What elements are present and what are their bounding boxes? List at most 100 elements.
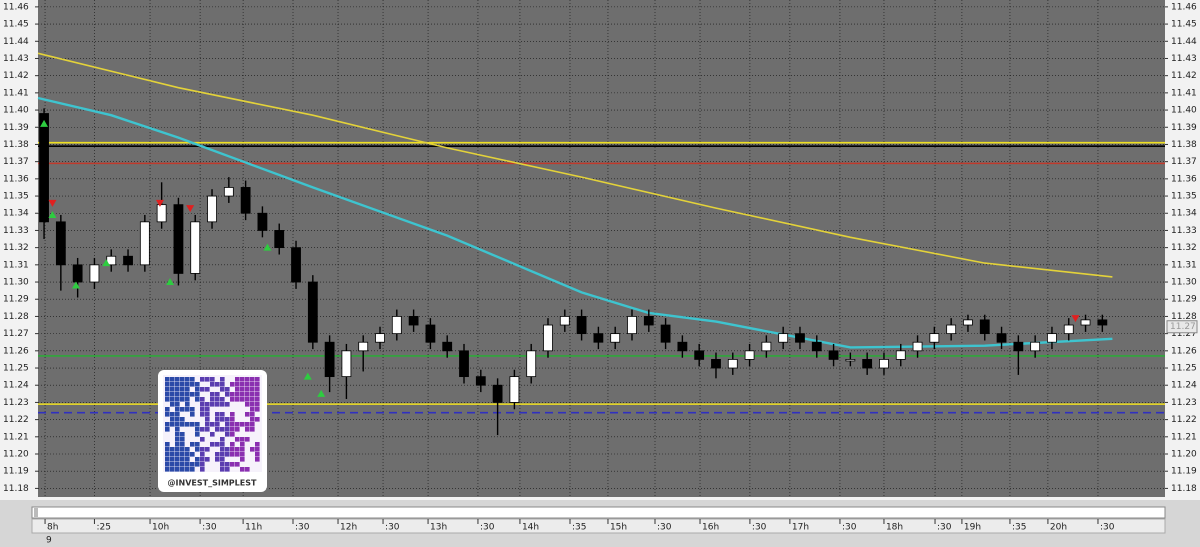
qr-cell — [165, 412, 170, 417]
qr-cell — [175, 407, 180, 412]
qr-cell — [245, 402, 250, 407]
qr-cell — [215, 442, 220, 447]
qr-cell — [250, 447, 255, 452]
watermark: @INVEST_SIMPLEST — [168, 479, 257, 488]
candle-body — [711, 359, 721, 369]
y-tick-label: 11.18 — [3, 484, 29, 494]
y-tick-label: 11.33 — [1171, 226, 1197, 236]
qr-cell — [255, 452, 260, 457]
signal-arrow — [166, 278, 175, 286]
qr-cell — [205, 402, 210, 407]
qr-cell — [255, 392, 260, 397]
qr-cell — [255, 397, 260, 402]
candle — [559, 309, 570, 332]
candle-body — [358, 341, 369, 352]
y-tick-label: 11.34 — [1171, 209, 1197, 219]
y-tick-label: 11.27 — [1171, 329, 1197, 339]
qr-cell — [235, 452, 240, 457]
qr-cell — [255, 447, 260, 452]
qr-cell — [255, 417, 260, 422]
qr-cell — [185, 467, 190, 472]
candle-body — [778, 333, 789, 343]
candle — [459, 343, 469, 384]
qr-cell — [250, 382, 255, 387]
candle-body — [1030, 341, 1041, 352]
candle-body — [845, 359, 856, 362]
qr-cell — [180, 392, 185, 397]
qr-cell — [235, 392, 240, 397]
y-tick-label: 11.35 — [3, 192, 29, 202]
qr-cell — [215, 417, 220, 422]
qr-cell — [170, 457, 175, 462]
qr-cell — [190, 412, 195, 417]
candle — [979, 314, 990, 341]
candle-body — [627, 316, 637, 335]
qr-cell — [240, 392, 245, 397]
candle — [811, 335, 822, 358]
qr-cell — [170, 447, 175, 452]
qr-cell — [195, 397, 200, 402]
qr-cell — [175, 447, 180, 452]
qr-cell — [175, 457, 180, 462]
y-tick-label: 11.45 — [1171, 20, 1197, 30]
candle — [929, 326, 940, 350]
qr-cell — [240, 397, 245, 402]
signal-arrow — [48, 210, 57, 218]
candle — [341, 343, 352, 399]
candle — [660, 318, 671, 350]
panel-label: 9 — [46, 536, 52, 546]
qr-cell — [240, 447, 245, 452]
qr-cell — [220, 402, 225, 407]
y-tick-label: 11.30 — [1171, 278, 1197, 288]
qr-cell — [220, 462, 225, 467]
qr-cell — [200, 457, 205, 462]
candle — [391, 309, 402, 341]
qr-cell — [170, 412, 175, 417]
qr-cell — [190, 442, 195, 447]
candle-body — [895, 350, 906, 360]
qr-cell — [195, 432, 200, 437]
qr-cell — [215, 397, 220, 402]
y-tick-label: 11.42 — [1171, 71, 1197, 81]
qr-cell — [235, 397, 240, 402]
scroll-thumb[interactable] — [34, 508, 38, 517]
candle — [89, 257, 100, 289]
candle — [946, 318, 957, 341]
qr-cell — [205, 412, 210, 417]
qr-cell — [215, 412, 220, 417]
signal-arrow — [317, 389, 326, 397]
signal-arrow — [102, 259, 111, 267]
y-tick-label: 11.39 — [3, 123, 29, 133]
y-tick-label: 11.24 — [1171, 381, 1197, 391]
candle — [778, 326, 789, 350]
qr-cell — [255, 402, 260, 407]
scrollbar[interactable] — [31, 506, 1166, 519]
candle-body — [576, 316, 587, 335]
qr-cell — [225, 432, 230, 437]
qr-cell — [170, 417, 175, 422]
y-tick-label: 11.38 — [1171, 140, 1197, 150]
qr-cell — [200, 467, 205, 472]
qr-cell — [185, 397, 190, 402]
candle-body — [123, 255, 133, 266]
qr-cell — [235, 387, 240, 392]
last-price-box — [1166, 320, 1198, 334]
qr-cell — [165, 422, 170, 427]
qr-cell — [215, 457, 220, 462]
time-axis — [31, 518, 1166, 534]
y-tick-label: 11.25 — [1171, 364, 1197, 374]
qr-cell — [190, 392, 195, 397]
qr-cell — [200, 437, 205, 442]
qr-cell — [220, 397, 225, 402]
x-tick-label: 19h — [964, 523, 981, 533]
qr-cell — [185, 457, 190, 462]
candle — [543, 318, 553, 358]
qr-cell — [240, 377, 245, 382]
qr-cell — [200, 412, 205, 417]
candle — [744, 343, 755, 367]
candle-body — [156, 204, 167, 223]
qr-cell — [165, 397, 170, 402]
candle-body — [610, 333, 621, 343]
candle — [156, 182, 167, 229]
candle — [828, 343, 839, 367]
